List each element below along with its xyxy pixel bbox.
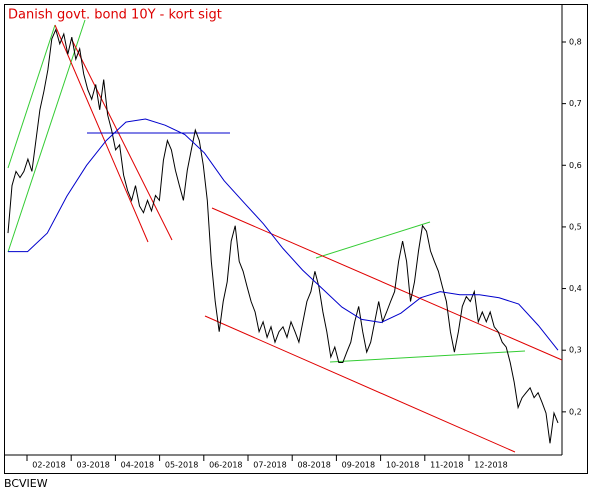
y-tick-label: 0,6 <box>569 161 582 170</box>
x-tick-label: 09-2018 <box>342 461 375 470</box>
trend-line <box>7 24 56 169</box>
x-tick-label: 12-2018 <box>474 461 507 470</box>
y-tick-label: 0,4 <box>569 284 582 293</box>
x-tick-label: 11-2018 <box>430 461 463 470</box>
y-tick-label: 0,5 <box>569 222 582 231</box>
trend-line <box>204 315 516 453</box>
y-tick-label: 0,8 <box>569 37 582 46</box>
data-line <box>8 118 559 351</box>
y-tick-label: 0,3 <box>569 346 582 355</box>
x-tick-label: 04-2018 <box>121 461 154 470</box>
x-tick-label: 06-2018 <box>209 461 242 470</box>
x-tick-label: 10-2018 <box>386 461 419 470</box>
trend-line <box>71 39 173 241</box>
chart-title: Danish govt. bond 10Y - kort sigt <box>8 8 222 23</box>
x-tick-label: 02-2018 <box>32 461 65 470</box>
trend-line <box>315 221 431 259</box>
x-tick-label: 03-2018 <box>76 461 109 470</box>
trend-line <box>7 19 86 253</box>
x-tick-label: 08-2018 <box>297 461 330 470</box>
trend-lines <box>7 19 563 453</box>
x-tick-label: 05-2018 <box>165 461 198 470</box>
frame <box>4 4 588 474</box>
y-tick-label: 0,2 <box>569 407 582 416</box>
data-line <box>7 28 559 444</box>
trend-line <box>329 350 526 363</box>
source-label: BCVIEW <box>4 477 48 490</box>
x-tick-label: 07-2018 <box>253 461 286 470</box>
y-tick-label: 0,7 <box>569 99 582 108</box>
